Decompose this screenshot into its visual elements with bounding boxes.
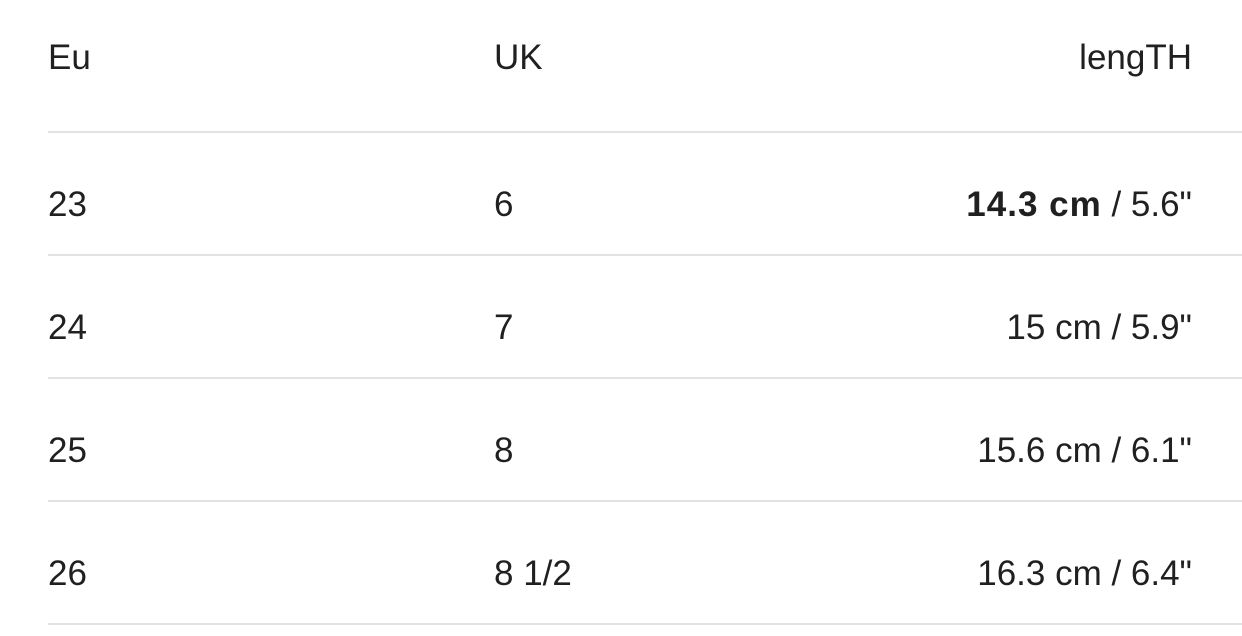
table-row: 25 8 15.6 cm / 6.1" [48, 379, 1242, 502]
cell-uk: 7 [494, 308, 514, 347]
header-length: lengTH [1079, 38, 1192, 77]
length-in: / 5.6" [1101, 185, 1192, 224]
cell-eu: 25 [48, 431, 87, 470]
header-uk: UK [494, 38, 543, 77]
cell-eu: 26 [48, 554, 87, 593]
cell-uk: 8 1/2 [494, 554, 572, 593]
length-in: / 5.9" [1101, 308, 1192, 347]
table-row: 24 7 15 cm / 5.9" [48, 256, 1242, 379]
table-header: Eu UK lengTH [48, 0, 1242, 133]
cell-length: 15 cm / 5.9" [1006, 308, 1192, 348]
cell-length: 15.6 cm / 6.1" [977, 431, 1192, 471]
cell-length: 16.3 cm / 6.4" [977, 554, 1192, 594]
length-cm: 14.3 cm [966, 185, 1102, 224]
size-chart-table: Eu UK lengTH 23 6 14.3 cm / 5.6" 24 7 15… [48, 0, 1242, 625]
length-cm: 15.6 cm [977, 431, 1102, 470]
cell-uk: 6 [494, 185, 514, 224]
cell-uk: 8 [494, 431, 514, 470]
length-in: / 6.4" [1101, 554, 1192, 593]
length-in: / 6.1" [1101, 431, 1192, 470]
cell-length: 14.3 cm / 5.6" [966, 185, 1192, 225]
header-eu: Eu [48, 38, 91, 77]
table-row: 23 6 14.3 cm / 5.6" [48, 133, 1242, 256]
length-cm: 15 cm [1006, 308, 1102, 347]
table-row: 26 8 1/2 16.3 cm / 6.4" [48, 502, 1242, 625]
length-cm: 16.3 cm [977, 554, 1102, 593]
cell-eu: 24 [48, 308, 87, 347]
cell-eu: 23 [48, 185, 87, 224]
